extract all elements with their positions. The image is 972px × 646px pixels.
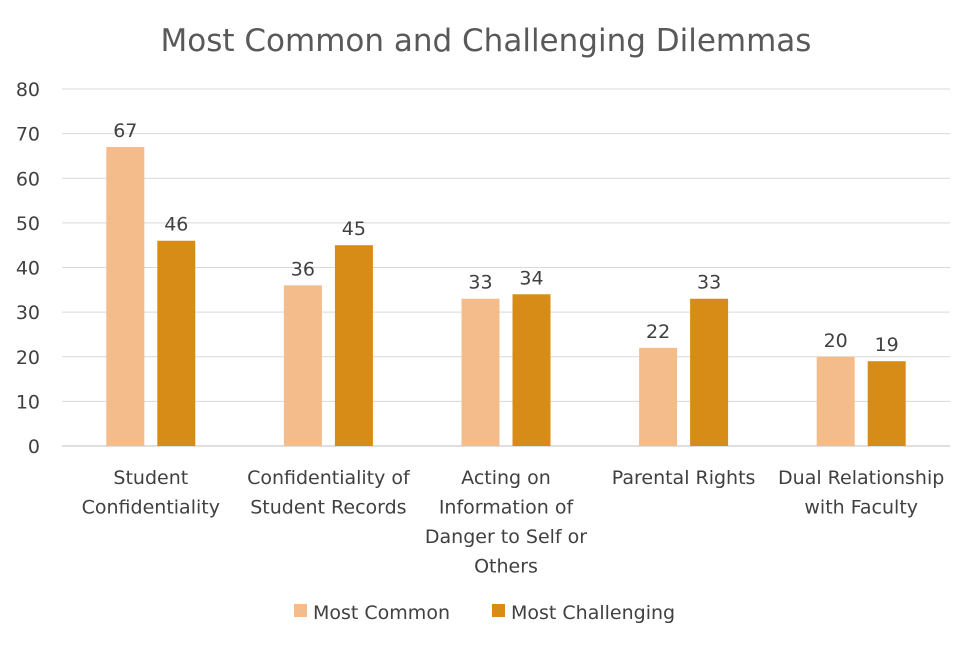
- x-category-label: Student Confidentiality: [82, 467, 220, 519]
- x-category-line: Confidentiality: [82, 497, 220, 519]
- bars: [106, 147, 906, 446]
- legend-label: Most Common: [313, 602, 450, 624]
- data-label: 19: [875, 334, 899, 356]
- x-category-label: Parental Rights: [612, 467, 756, 489]
- bar: [106, 147, 145, 446]
- y-axis-ticks: 0 10 20 30 40 50 60 70 80: [16, 79, 40, 458]
- bar: [334, 245, 373, 446]
- bar: [690, 298, 729, 446]
- y-tick-label: 10: [16, 391, 40, 413]
- bar: [816, 356, 855, 446]
- x-category-label: Acting on Information of Danger to Self or…: [425, 467, 587, 578]
- data-label: 20: [824, 330, 848, 352]
- x-category-line: Dual Relationship: [778, 467, 944, 489]
- data-labels: 67 46 36 45 33 34 22 33 20 19: [113, 120, 899, 356]
- data-label: 22: [646, 321, 670, 343]
- y-tick-label: 30: [16, 302, 40, 324]
- data-label: 33: [697, 272, 721, 294]
- data-label: 33: [468, 272, 492, 294]
- x-category-line: Student: [113, 467, 188, 489]
- bar: [461, 298, 500, 446]
- y-tick-label: 50: [16, 213, 40, 235]
- y-tick-label: 20: [16, 347, 40, 369]
- x-category-line: with Faculty: [804, 497, 918, 519]
- y-tick-label: 0: [28, 436, 40, 458]
- x-category-line: Others: [474, 556, 538, 578]
- legend: Most Common Most Challenging: [294, 602, 675, 624]
- gridlines: [62, 88, 950, 447]
- x-category-label: Dual Relationship with Faculty: [778, 467, 944, 519]
- x-category-line: Student Records: [250, 497, 406, 519]
- chart-title: Most Common and Challenging Dilemmas: [161, 23, 812, 59]
- y-tick-label: 60: [16, 168, 40, 190]
- data-label: 45: [342, 218, 366, 240]
- data-label: 34: [519, 267, 543, 289]
- legend-label: Most Challenging: [511, 602, 675, 624]
- bar: [639, 347, 678, 446]
- x-category-line: Acting on: [461, 467, 551, 489]
- x-category-line: Confidentiality of: [247, 467, 411, 489]
- data-label: 36: [291, 258, 315, 280]
- data-label: 46: [164, 214, 188, 236]
- y-tick-label: 80: [16, 79, 40, 101]
- legend-swatch: [492, 604, 505, 617]
- bar: [512, 294, 551, 446]
- bar: [867, 361, 906, 446]
- x-axis-categories: Student Confidentiality Confidentiality of…: [82, 467, 945, 578]
- bar: [157, 240, 196, 446]
- y-tick-label: 70: [16, 124, 40, 146]
- data-label: 67: [113, 120, 137, 142]
- legend-swatch: [294, 604, 307, 617]
- x-category-line: Information of: [439, 497, 575, 519]
- x-category-label: Confidentiality of Student Records: [247, 467, 411, 519]
- x-category-line: Parental Rights: [612, 467, 756, 489]
- y-tick-label: 40: [16, 258, 40, 280]
- bar: [283, 285, 322, 446]
- x-category-line: Danger to Self or: [425, 526, 587, 548]
